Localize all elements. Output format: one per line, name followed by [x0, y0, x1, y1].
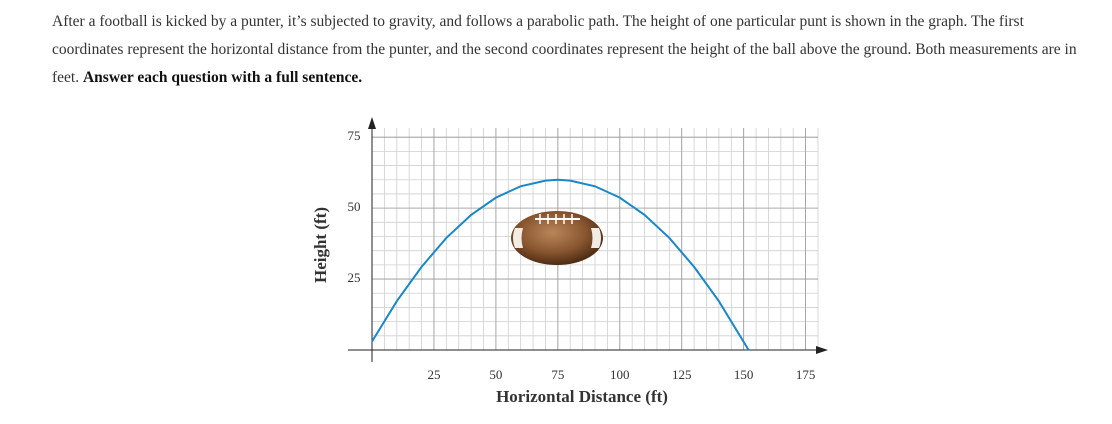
y-tick-label: 75: [348, 128, 361, 143]
x-tick-label: 125: [672, 367, 692, 382]
football-icon: [511, 211, 603, 265]
y-tick-label: 25: [348, 270, 361, 285]
x-tick-label: 175: [796, 367, 816, 382]
x-tick-label: 25: [427, 367, 440, 382]
curve: [371, 178, 750, 351]
problem-text: After a football is kicked by a punter, …: [52, 8, 1092, 92]
y-tick-label: 50: [348, 199, 361, 214]
x-tick-label: 75: [551, 367, 564, 382]
x-axis-arrow: [816, 346, 828, 354]
y-axis-arrow: [368, 117, 376, 129]
y-axis-label: Height (ft): [311, 207, 330, 283]
x-tick-label: 150: [734, 367, 754, 382]
x-axis-label: Horizontal Distance (ft): [496, 387, 668, 406]
paragraph: After a football is kicked by a punter, …: [52, 13, 1077, 86]
x-tick-label: 50: [489, 367, 502, 382]
instruction: Answer each question with a full sentenc…: [82, 69, 363, 86]
x-tick-label: 100: [610, 367, 630, 382]
